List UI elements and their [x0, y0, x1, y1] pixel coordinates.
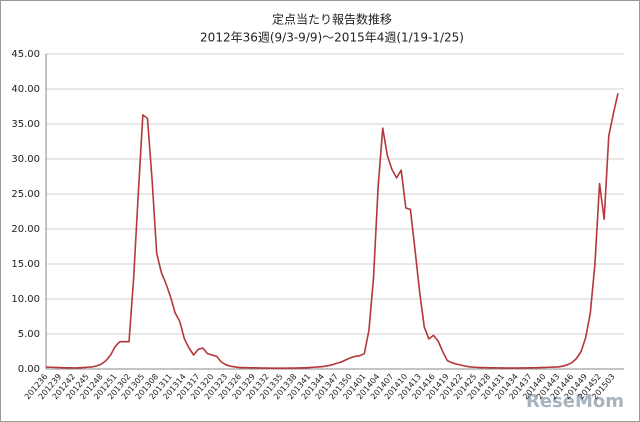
chart-title: 定点当たり報告数推移: [272, 12, 392, 27]
chart-subtitle: 2012年36週(9/3-9/9)～2015年4週(1/19-1/25): [200, 31, 464, 45]
y-tick-label: 30.00: [11, 154, 40, 165]
y-tick-label: 15.00: [11, 259, 40, 270]
y-tick-label: 5.00: [18, 329, 40, 340]
y-tick-label: 20.00: [11, 224, 40, 235]
y-tick-label: 0.00: [18, 364, 40, 375]
y-tick-label: 25.00: [11, 189, 40, 200]
y-tick-label: 40.00: [11, 84, 40, 95]
y-tick-label: 35.00: [11, 119, 40, 130]
watermark: ReseMom: [526, 391, 624, 412]
y-tick-label: 10.00: [11, 294, 40, 305]
data-line: [45, 93, 619, 369]
y-tick-label: 45.00: [11, 49, 40, 60]
